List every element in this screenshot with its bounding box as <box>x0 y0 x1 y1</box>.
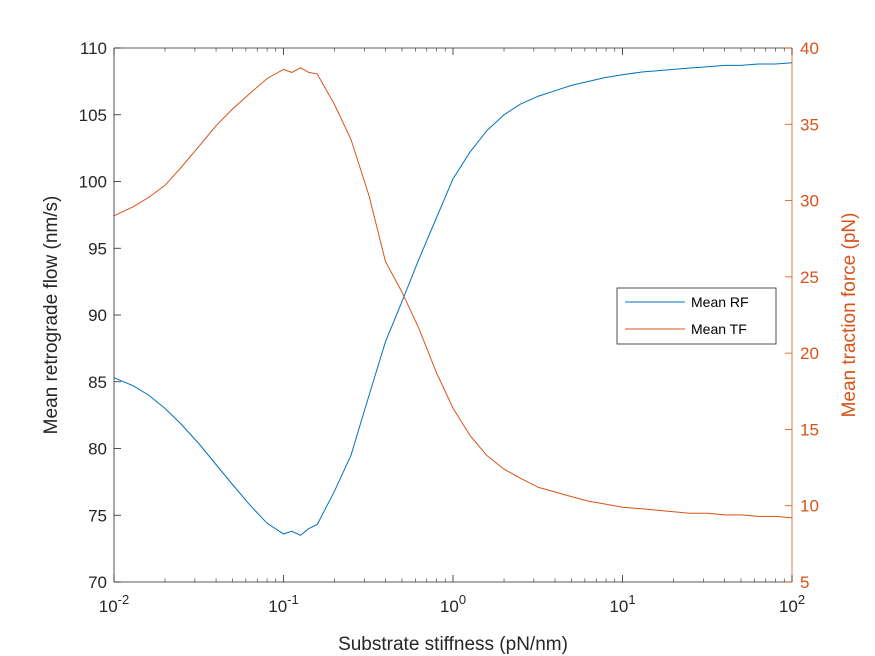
y-left-tick-label: 95 <box>88 239 107 258</box>
y-right-tick-label: 10 <box>800 497 819 516</box>
legend-box <box>616 287 777 345</box>
y-left-tick-label: 90 <box>88 306 107 325</box>
x-tick-label: 100 <box>440 592 466 616</box>
legend-label-mean-tf: Mean TF <box>691 321 747 337</box>
y-right-tick-label: 25 <box>800 268 819 287</box>
x-tick-label: 102 <box>779 592 805 616</box>
y-right-tick-label: 35 <box>800 115 819 134</box>
y-left-tick-label: 110 <box>80 39 107 58</box>
series-layer <box>113 62 793 536</box>
series-line-mean-rf <box>113 62 793 536</box>
ticks-layer: 10-2 10-1 100 101 102 70 75 80 85 90 95 100 105 110 5 1… <box>79 39 819 616</box>
x-tick-label: 101 <box>609 592 635 616</box>
y-right-tick-label: 40 <box>800 39 819 58</box>
y-left-tick-label: 75 <box>88 506 107 525</box>
y-left-tick-label: 105 <box>79 106 107 125</box>
y-left-tick-label: 70 <box>88 573 107 592</box>
y-left-tick-label: 100 <box>79 173 107 192</box>
y-right-tick-label: 20 <box>800 344 819 363</box>
x-axis-label: Substrate stiffness (pN/nm) <box>338 634 568 655</box>
y-right-tick-label: 30 <box>800 192 819 211</box>
y-left-axis-label: Mean retrograde flow (nm/s) <box>41 196 62 435</box>
x-tick-label: 10-2 <box>99 592 129 616</box>
y-right-tick-label: 5 <box>800 573 809 592</box>
y-right-tick-label: 15 <box>800 420 819 439</box>
series-line-mean-tf <box>113 67 793 519</box>
y-left-tick-label: 85 <box>88 373 107 392</box>
y-left-tick-label: 80 <box>88 440 107 459</box>
legend: Mean RF Mean TF <box>616 287 777 345</box>
legend-label-mean-rf: Mean RF <box>691 294 749 310</box>
x-tick-label: 10-1 <box>268 592 298 616</box>
y-right-axis-label: Mean traction force (pN) <box>839 213 860 418</box>
